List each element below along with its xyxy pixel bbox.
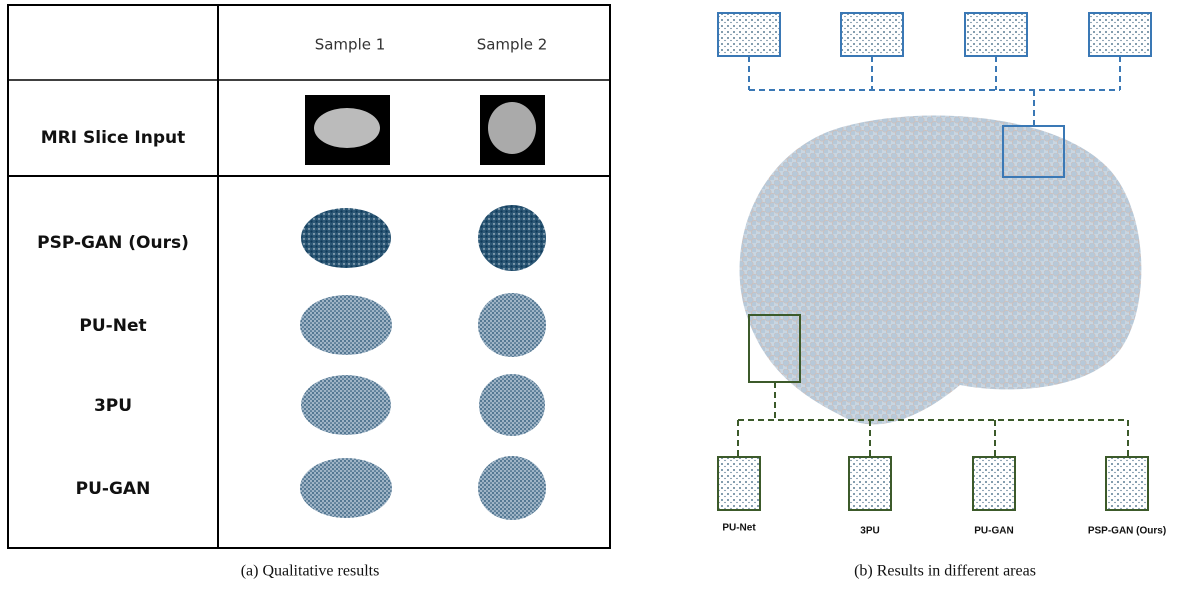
row-label: PSP-GAN (Ours): [37, 233, 189, 253]
mri-brain: [488, 102, 536, 154]
brain-cloud: [478, 293, 546, 357]
zoom-box: [965, 13, 1027, 56]
brain-cloud: [300, 295, 392, 355]
brain-cloud: [479, 374, 545, 436]
blue-boxes: [718, 13, 1151, 56]
row-label: PU-Net: [79, 316, 146, 336]
panel-b: PU-Net 3PU PU-GAN PSP-GAN (Ours): [718, 13, 1166, 537]
row-label: 3PU: [94, 396, 132, 416]
brain-cloud: [478, 205, 546, 271]
table-a: Sample 1 Sample 2 MRI Slice Input PSP-GA…: [8, 5, 610, 548]
brain-cloud: [301, 375, 391, 435]
area-label: PU-Net: [722, 523, 756, 534]
zoom-box: [1106, 457, 1148, 510]
zoom-box: [718, 457, 760, 510]
zoom-box: [1089, 13, 1151, 56]
zoom-box: [973, 457, 1015, 510]
caption: (b) Results in different areas: [854, 563, 1036, 580]
row-label: PU-GAN: [76, 479, 151, 499]
brain-cloud: [301, 208, 391, 268]
zoom-box: [718, 13, 780, 56]
caption: (a) Qualitative results: [241, 563, 380, 580]
brain-cloud: [478, 456, 546, 520]
column-header: Sample 1: [315, 36, 386, 54]
row-label: MRI Slice Input: [41, 128, 186, 148]
brain-cloud: [300, 458, 392, 518]
figure: Sample 1 Sample 2 MRI Slice Input PSP-GA…: [0, 0, 1192, 592]
zoom-box: [849, 457, 891, 510]
column-header: Sample 2: [477, 36, 548, 54]
zoom-box: [841, 13, 903, 56]
area-label: 3PU: [860, 526, 879, 537]
mri-brain: [314, 108, 380, 148]
area-label: PU-GAN: [974, 526, 1013, 537]
green-boxes: [718, 457, 1148, 510]
area-label: PSP-GAN (Ours): [1088, 526, 1166, 537]
